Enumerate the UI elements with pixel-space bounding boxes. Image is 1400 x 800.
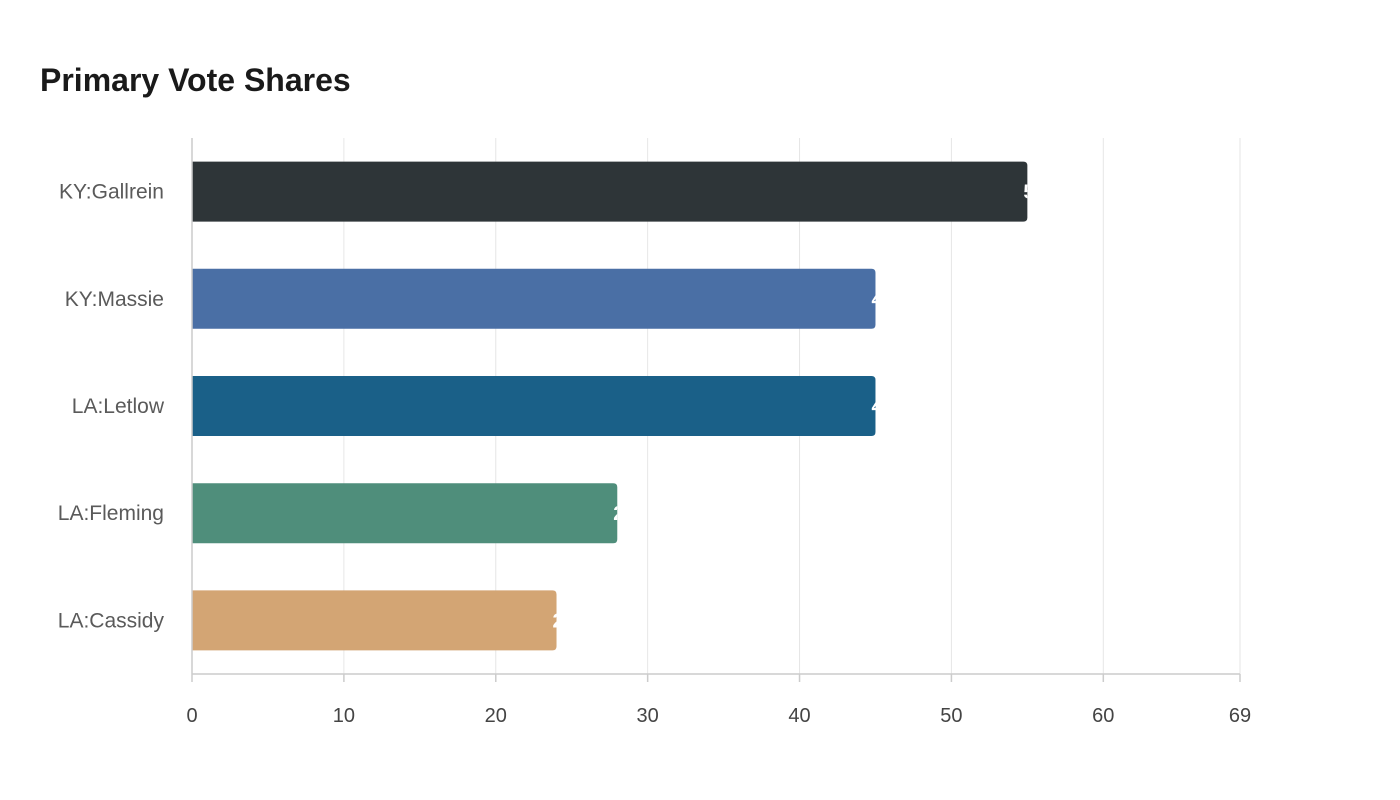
- bar-la-letlow[interactable]: [192, 376, 876, 436]
- y-tick-label: KY:Massie: [65, 288, 164, 311]
- y-tick-label: KY:Gallrein: [59, 181, 164, 204]
- x-tick-label: 10: [333, 705, 355, 727]
- bar-la-fleming[interactable]: [192, 483, 618, 544]
- bar-ky-massie[interactable]: [192, 268, 876, 329]
- y-tick-label: LA:Fleming: [58, 502, 164, 525]
- x-tick-label: 50: [940, 705, 962, 727]
- x-tick-label: 69: [1229, 705, 1251, 727]
- bars: [192, 161, 1028, 651]
- data-label: 55: [1023, 182, 1045, 204]
- data-labels: 55 45 45 28 24: [553, 182, 1045, 633]
- chart-title: Primary Vote Shares: [40, 62, 351, 98]
- tick-labels: 0 10 20 30 40 50 60 69 KY:Gallrein KY:Massie LA:Le…: [58, 181, 1251, 727]
- y-tick-label: LA:Letlow: [72, 395, 165, 418]
- x-tick-label: 20: [485, 705, 507, 727]
- bar-la-cassidy[interactable]: [192, 590, 557, 651]
- data-label: 24: [553, 610, 576, 632]
- data-label: 28: [613, 503, 635, 525]
- x-tick-label: 40: [788, 705, 810, 727]
- x-tick-label: 60: [1092, 705, 1114, 727]
- x-tick-label: 30: [637, 705, 659, 727]
- axes: [191, 138, 1241, 682]
- y-tick-label: LA:Cassidy: [58, 609, 165, 632]
- data-label: 45: [871, 289, 893, 311]
- bar-ky-gallrein[interactable]: [192, 161, 1028, 222]
- x-tick-label: 0: [186, 705, 197, 727]
- data-label: 45: [871, 396, 893, 418]
